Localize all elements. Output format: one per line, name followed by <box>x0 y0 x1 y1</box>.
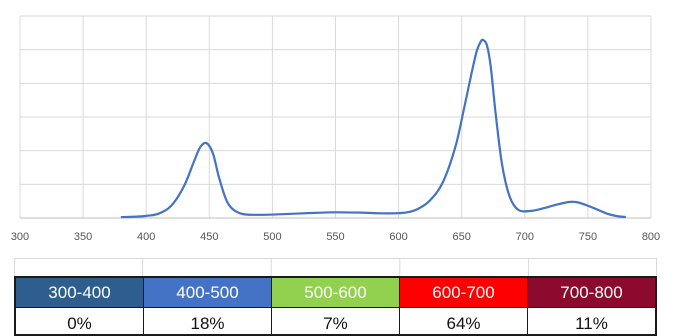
band-column-300-400: 300-400 0% <box>16 278 144 334</box>
x-tick-label: 400 <box>137 231 155 243</box>
x-tick-label: 800 <box>642 231 660 243</box>
chart-grid <box>19 15 652 219</box>
band-percentage: 0% <box>16 307 143 334</box>
x-tick-label: 450 <box>200 231 218 243</box>
spectrum-line <box>120 38 626 219</box>
x-tick-label: 300 <box>11 231 29 243</box>
band-table: 300-400 0% 400-500 18% 500-600 7% 600-70… <box>14 276 657 336</box>
x-tick-label: 600 <box>389 231 407 243</box>
x-tick-label: 700 <box>516 231 534 243</box>
table-top-grid <box>14 258 657 276</box>
x-tick-label: 500 <box>263 231 281 243</box>
band-percentage: 7% <box>272 307 399 334</box>
x-tick-label: 550 <box>326 231 344 243</box>
band-header: 400-500 <box>144 278 271 307</box>
band-header: 700-800 <box>528 278 655 307</box>
band-header: 300-400 <box>16 278 143 307</box>
band-header: 500-600 <box>272 278 399 307</box>
spectrum-chart: 300 350 400 450 500 550 600 650 700 750 800 <box>11 15 660 243</box>
x-tick-labels: 300 350 400 450 500 550 600 650 700 750 800 <box>11 231 660 243</box>
band-percentage: 11% <box>528 307 655 334</box>
band-percentage: 64% <box>400 307 527 334</box>
band-header: 600-700 <box>400 278 527 307</box>
band-percentage: 18% <box>144 307 271 334</box>
x-tick-label: 750 <box>579 231 597 243</box>
x-tick-label: 350 <box>74 231 92 243</box>
x-tick-label: 650 <box>453 231 471 243</box>
band-column-400-500: 400-500 18% <box>144 278 272 334</box>
